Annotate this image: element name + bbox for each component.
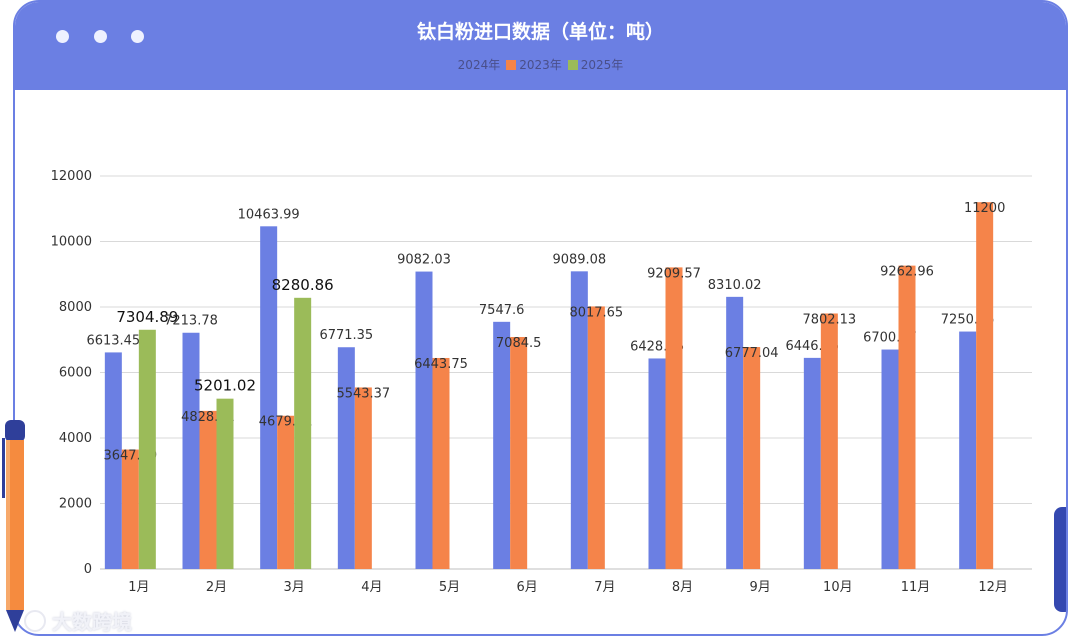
x-tick-label: 1月 [128,580,149,595]
pen-icon [2,420,25,632]
bar [959,331,977,569]
chart-title: 钛白粉进口数据（单位：吨） [416,21,664,43]
data-label: 8280.86 [272,276,334,294]
legend: 2024年 2023年 2025年 [15,56,1066,73]
y-tick-label: 6000 [59,366,92,381]
data-label: 8017.65 [569,305,623,320]
bar [648,358,666,569]
bar [726,296,744,569]
legend-swatch [506,59,517,70]
bar [976,202,994,569]
x-tick-label: 3月 [284,580,305,595]
bar [216,398,234,569]
data-label: 7547.6 [479,303,525,318]
bar [415,271,433,569]
window-dot-icon [131,30,144,43]
x-tick-label: 6月 [517,580,538,595]
x-tick-label: 9月 [750,580,771,595]
legend-item-2023[interactable]: 2023年 [506,56,562,73]
bar [743,347,761,569]
y-tick-label: 12000 [51,169,92,184]
watermark: 大数跨境 [24,606,132,635]
x-tick-label: 2月 [206,580,227,595]
legend-item-2024[interactable]: 2024年 [458,56,501,73]
bar [199,410,217,569]
bar [803,357,821,569]
legend-label: 2024年 [457,58,501,72]
x-tick-label: 8月 [672,580,693,595]
y-tick-label: 4000 [59,431,92,446]
bar [665,267,683,569]
data-label: 7213.78 [164,314,218,329]
bar [354,387,372,569]
x-tick-label: 12月 [978,580,1008,595]
bar [138,329,156,569]
bar [510,336,528,569]
data-label: 5201.02 [194,377,256,395]
data-label: 8310.02 [708,278,762,293]
bar [260,226,278,569]
legend-label: 2023年 [519,58,562,72]
bar [570,271,588,569]
bar [337,347,355,569]
bar [587,306,605,569]
data-label: 6771.35 [319,328,373,343]
header-bar: 钛白粉进口数据（单位：吨） 2024年 2023年 2025年 [15,2,1066,90]
bar [898,265,916,569]
legend-item-2025[interactable]: 2025年 [567,56,624,73]
data-label: 9082.03 [397,253,451,268]
data-label: 9209.57 [647,266,701,281]
data-label: 7802.13 [802,312,856,327]
bar [881,349,899,569]
x-tick-label: 4月 [361,580,382,595]
brand-logo-icon [24,609,46,632]
bar [182,332,200,569]
data-label: 11200 [964,201,1005,216]
y-tick-label: 0 [84,562,92,577]
data-label: 7084.5 [496,336,542,351]
data-label: 9089.08 [552,252,606,267]
bar [121,449,139,569]
bar [277,415,295,569]
x-tick-label: 7月 [594,580,615,595]
y-tick-label: 2000 [59,497,92,512]
data-label: 6777.04 [725,346,779,361]
bar [104,352,122,569]
bar [820,313,838,569]
y-tick-label: 10000 [51,235,92,250]
legend-swatch [567,59,578,70]
bar [294,297,312,569]
legend-label: 2025年 [580,58,624,72]
data-label: 9262.96 [880,265,934,280]
y-tick-label: 8000 [59,300,92,315]
data-label: 10463.99 [238,207,300,222]
x-tick-label: 11月 [901,580,931,595]
data-label: 7304.89 [116,308,178,326]
window-dot-icon [56,30,69,43]
window-dot-icon [94,30,107,43]
data-label: 6443.75 [414,357,468,372]
data-label: 5543.37 [336,386,390,401]
watermark-text: 大数跨境 [52,610,132,634]
side-tab [1054,507,1066,612]
data-label: 6613.45 [86,333,140,348]
bar [432,357,450,569]
x-tick-label: 5月 [439,580,460,595]
x-tick-label: 10月 [823,580,853,595]
bar [493,321,511,569]
